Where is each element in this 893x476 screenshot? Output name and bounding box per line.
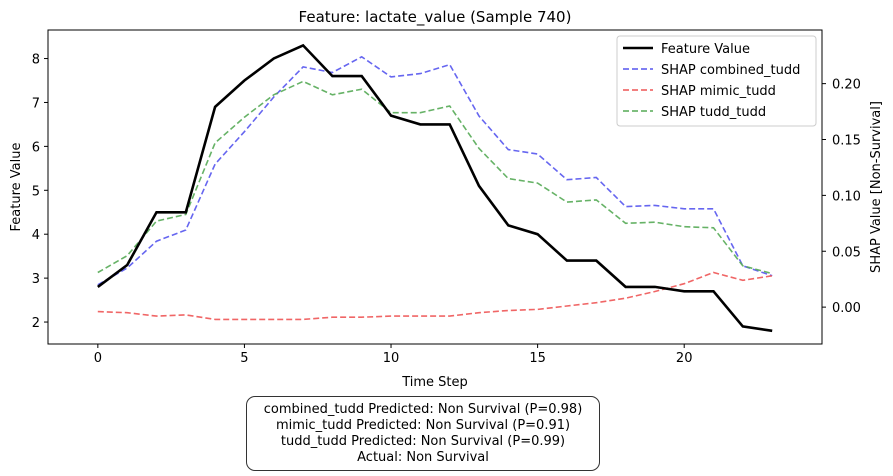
x-tick-label: 10 xyxy=(383,351,400,366)
legend: Feature Value SHAP combined_tudd SHAP mimi… xyxy=(616,35,817,127)
y-left-tick-label: 6 xyxy=(32,140,40,155)
info-line-tudd: tudd_tudd Predicted: Non Survival (P=0.9… xyxy=(280,434,566,449)
legend-frame xyxy=(616,35,817,127)
y-right-tick-label: 0.10 xyxy=(832,189,861,204)
y-right-tick-label: 0.20 xyxy=(832,78,861,93)
series-line-shap-2 xyxy=(97,80,773,275)
legend-label: SHAP mimic_tudd xyxy=(661,84,776,99)
x-axis-label: Time Step xyxy=(401,375,468,390)
y-right-tick-label: 0.05 xyxy=(832,245,861,260)
y-left-tick-label: 7 xyxy=(32,96,40,111)
info-line-actual: Actual: Non Survival xyxy=(357,450,489,465)
y-axis-label-right: SHAP Value [Non-Survival] xyxy=(869,101,884,273)
y-right-tick-label: 0.00 xyxy=(832,301,861,316)
x-tick-label: 0 xyxy=(94,351,102,366)
y-right-tick-label: 0.15 xyxy=(832,134,861,149)
y-left-tick-label: 8 xyxy=(32,53,40,68)
x-tick-label: 5 xyxy=(240,351,248,366)
series-line-shap-0 xyxy=(97,55,773,286)
chart-title: Feature: lactate_value (Sample 740) xyxy=(299,8,572,27)
y-axis-label-left: Feature Value xyxy=(9,143,24,232)
y-left-tick-label: 3 xyxy=(32,272,40,287)
info-line-mimic: mimic_tudd Predicted: Non Survival (P=0.… xyxy=(275,418,571,433)
legend-label: SHAP combined_tudd xyxy=(661,63,800,78)
y-left-tick-label: 4 xyxy=(32,228,40,243)
legend-label: Feature Value xyxy=(661,42,750,57)
plot-frame xyxy=(47,29,823,345)
x-tick-label: 15 xyxy=(529,351,546,366)
series-line-shap-1 xyxy=(97,271,773,321)
info-line-combined: combined_tudd Predicted: Non Survival (P… xyxy=(263,402,583,417)
y-left-tick-label: 2 xyxy=(32,316,40,331)
x-tick-label: 20 xyxy=(676,351,693,366)
prediction-info-box: combined_tudd Predicted: Non Survival (P… xyxy=(246,396,600,471)
legend-label: SHAP tudd_tudd xyxy=(661,105,766,120)
axis-ticks: 0 5 10 15 20 2 3 4 5 6 7 8 0.00 0.05 0.10 0.15 0.20 xyxy=(32,53,861,366)
series-line-feature-value xyxy=(97,43,773,333)
plot-area xyxy=(97,43,773,333)
y-left-tick-label: 5 xyxy=(32,184,40,199)
